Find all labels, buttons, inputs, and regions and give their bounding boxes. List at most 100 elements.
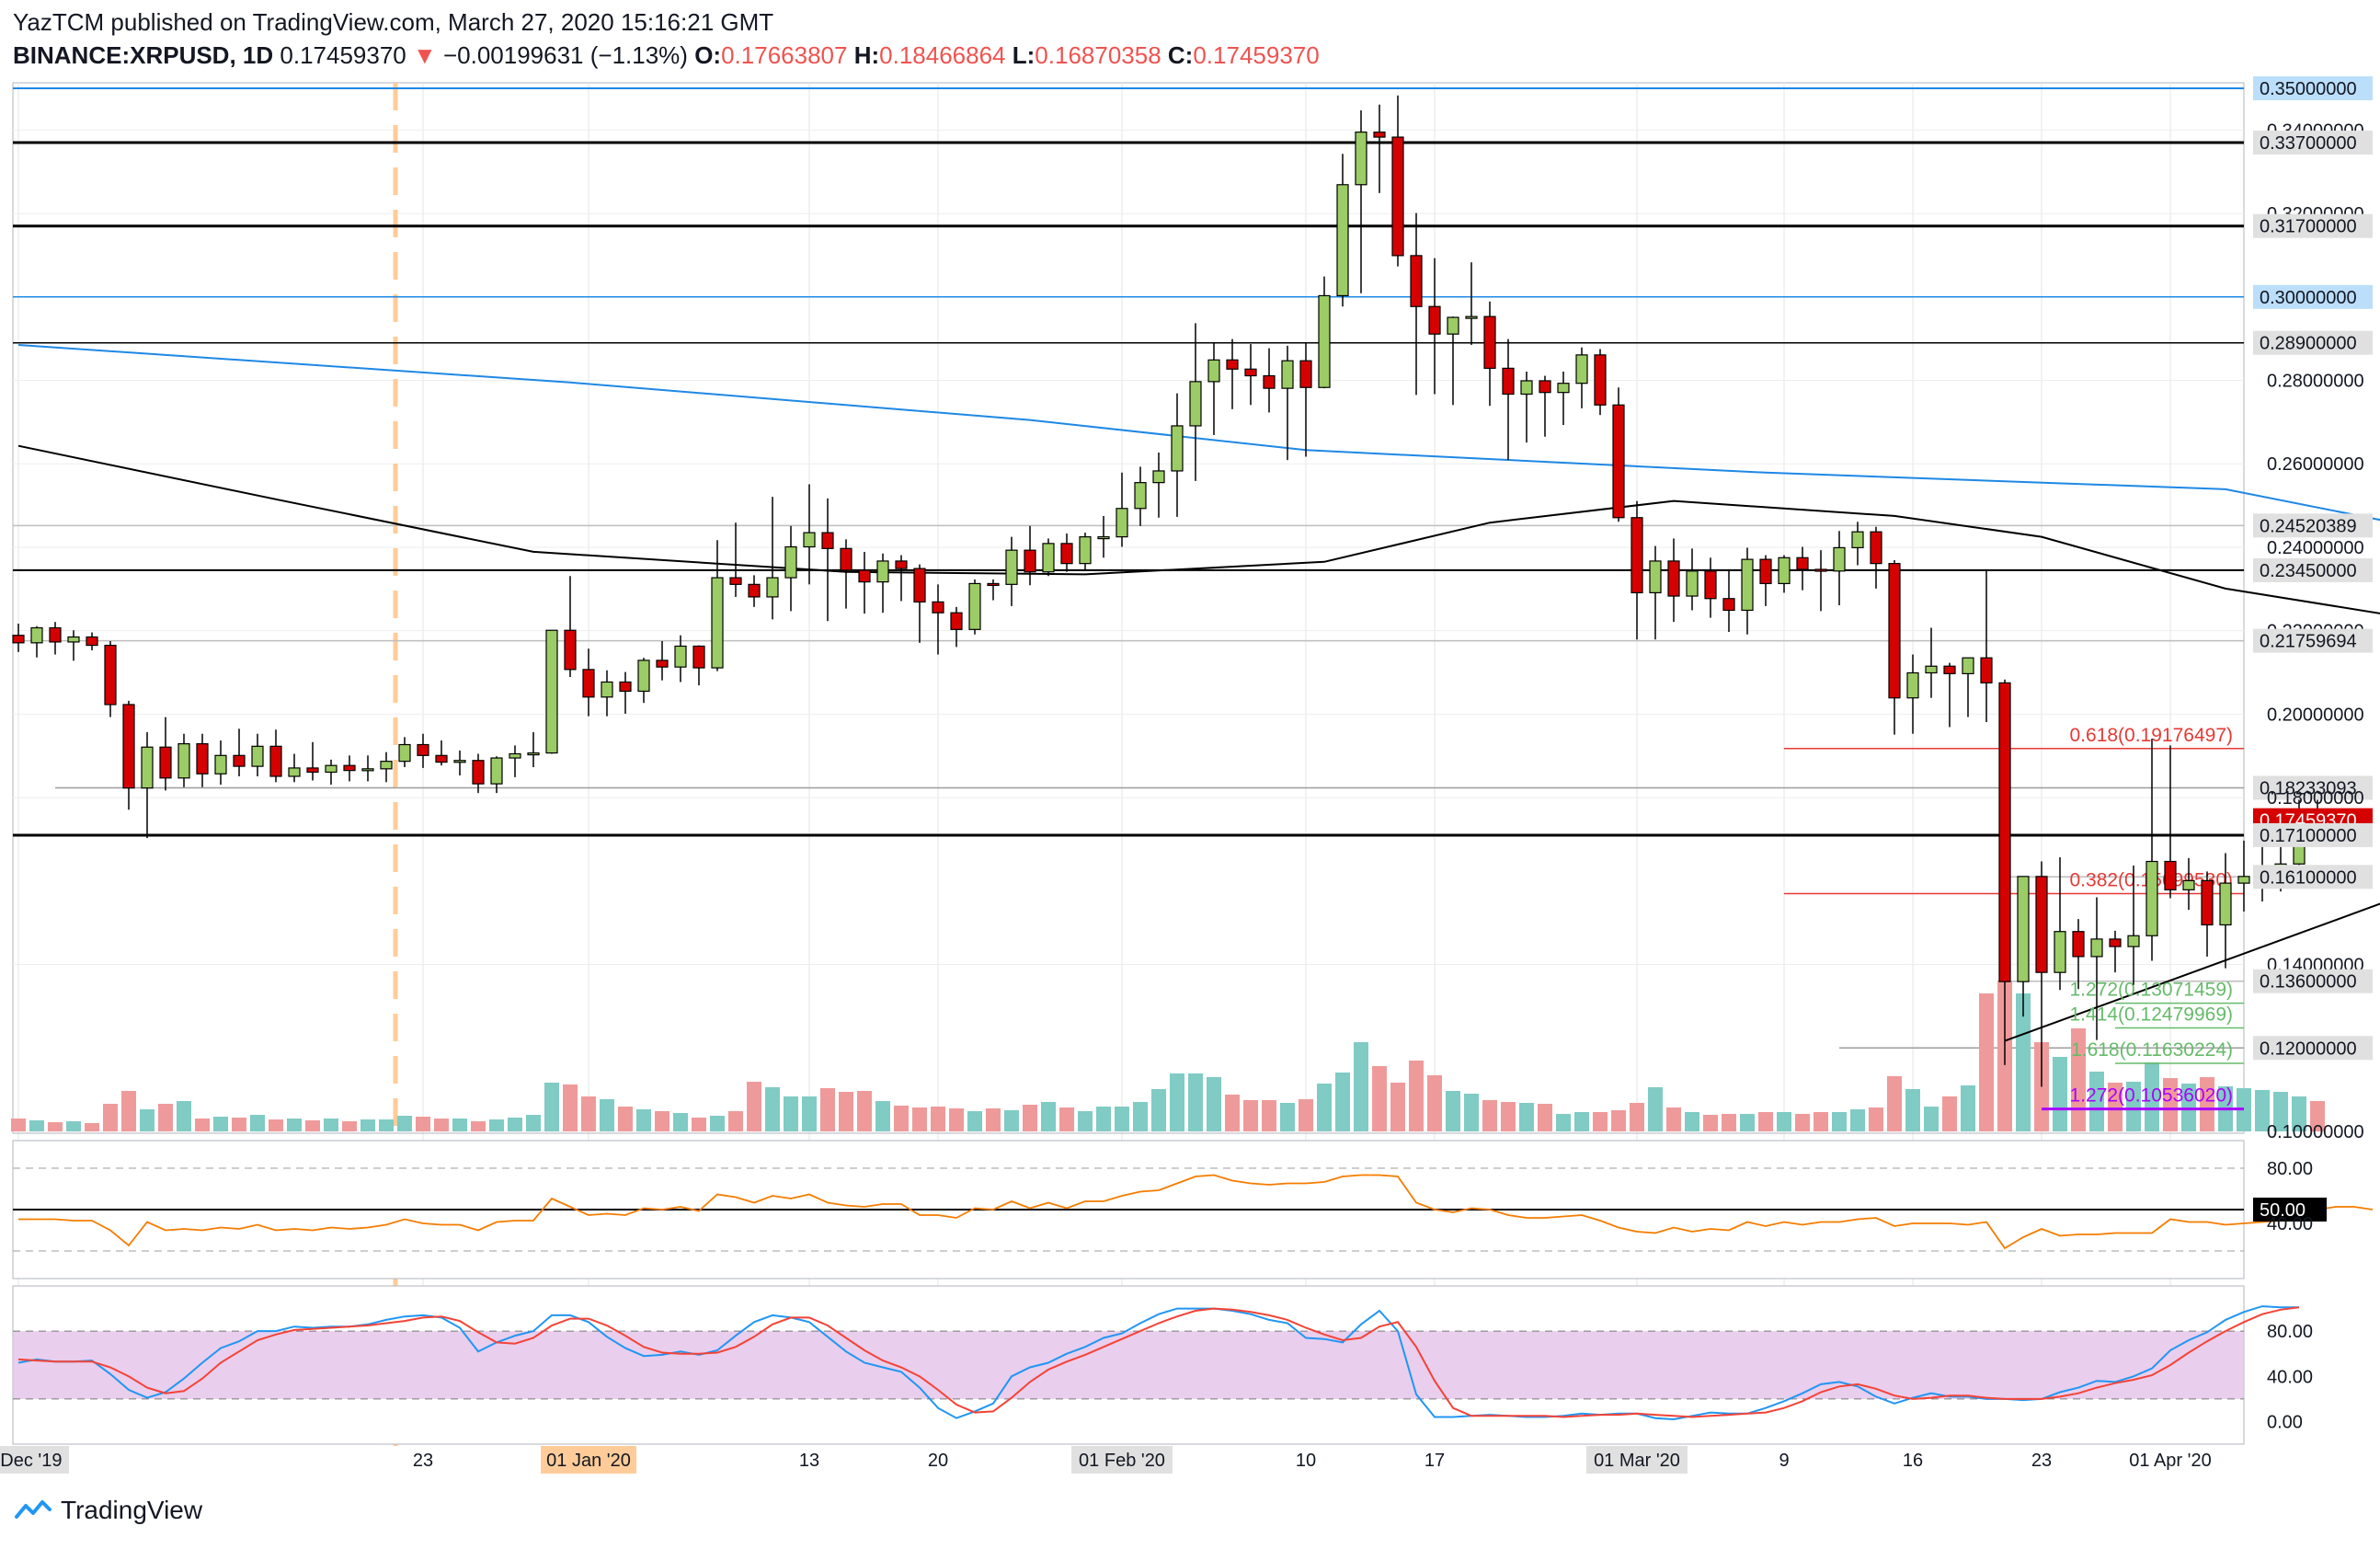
price-label: 0.33700000 (2260, 133, 2357, 154)
volume-bar (894, 1106, 909, 1131)
symbol[interactable]: BINANCE:XRPUSD, 1D (13, 41, 274, 69)
tradingview-logo-icon (15, 1500, 51, 1519)
volume-bar (1574, 1112, 1589, 1131)
volume-bar (2273, 1092, 2288, 1131)
time-axis-label: 17 (1425, 1451, 1445, 1471)
volume-bar (1170, 1073, 1184, 1131)
candle-body (2182, 879, 2195, 890)
last-price: 0.17459370 (280, 41, 406, 69)
volume-bar (931, 1107, 945, 1131)
candle-body (1079, 536, 1092, 565)
candle-body (1998, 682, 2011, 982)
volume-bar (452, 1119, 467, 1131)
candle-body (1281, 360, 1294, 389)
volume-bar (1905, 1089, 1920, 1131)
price-label-box (2253, 76, 2373, 100)
candle-body (1667, 560, 1680, 597)
volume-bar (121, 1091, 136, 1131)
volume-bar (342, 1121, 357, 1131)
candle-body (306, 767, 319, 774)
candle-body (380, 761, 393, 770)
candle-body (1263, 374, 1276, 389)
volume-bar (397, 1116, 412, 1131)
volume-bar (857, 1091, 872, 1131)
candle-body (509, 752, 521, 759)
candle-body (545, 629, 558, 754)
price-label: 0.16100000 (2260, 867, 2357, 888)
candle-body (1539, 380, 1551, 394)
candle-body (1833, 546, 1846, 572)
price-label: 0.17100000 (2260, 826, 2357, 846)
volume-bar (1115, 1107, 1129, 1131)
candle-body (1410, 255, 1423, 307)
candle-body (1207, 359, 1220, 383)
candle-body (1520, 380, 1533, 396)
volume-bar (2200, 1077, 2214, 1131)
volume-bar (1041, 1102, 1056, 1131)
time-axis-label: 01 Feb '20 (1079, 1451, 1165, 1471)
candle-body (2127, 935, 2140, 947)
volume-bar (103, 1104, 118, 1131)
candle-body (1299, 360, 1312, 388)
volume-bar (1648, 1087, 1663, 1131)
volume-bar (305, 1120, 320, 1131)
volume-bar (489, 1119, 504, 1131)
price-label-box (2253, 284, 2373, 309)
candle-body (104, 644, 117, 706)
price-label: 0.30000000 (2260, 288, 2357, 308)
volume-bar (269, 1119, 283, 1131)
volume-bar (710, 1116, 725, 1131)
volume-bar (2310, 1101, 2325, 1131)
candle-body (2035, 876, 2048, 973)
volume-bar (287, 1119, 302, 1131)
volume-bar (213, 1117, 228, 1131)
price-label-box (2253, 822, 2373, 847)
candle-body (1851, 531, 1864, 549)
candle-body (1557, 383, 1570, 394)
volume-bar (85, 1123, 99, 1131)
volume-bar (1758, 1112, 1773, 1131)
candle-body (821, 532, 834, 549)
volume-bar (618, 1107, 633, 1131)
volume-bar (765, 1087, 780, 1131)
fibonacci-label: 0.618(0.19176497) (2070, 725, 2234, 746)
volume-bar (177, 1101, 191, 1131)
volume-bar (66, 1121, 81, 1131)
volume-bar (1354, 1042, 1368, 1131)
candle-body (582, 669, 595, 698)
rsi-axis-label: 40.00 (2267, 1214, 2313, 1234)
volume-bar (1538, 1104, 1552, 1131)
volume-bar (195, 1119, 210, 1131)
price-label-box (2253, 775, 2373, 800)
candle-body (1759, 558, 1772, 585)
candle-body (1042, 543, 1055, 573)
stoch-k-line (17, 1305, 2299, 1421)
price-label-box (2253, 513, 2373, 538)
candle-body (49, 626, 62, 643)
volume-bar (2108, 1083, 2123, 1131)
volume-bar (1262, 1100, 1276, 1131)
time-axis-label: 9 (1779, 1451, 1789, 1471)
candle-body (2072, 931, 2085, 958)
time-label-box (541, 1446, 636, 1474)
candle-body (1502, 367, 1515, 396)
candle-body (840, 547, 852, 571)
candle-body (1594, 354, 1607, 406)
volume-bar (1372, 1066, 1387, 1131)
candle-body (12, 635, 25, 644)
candle-body (1024, 549, 1036, 573)
candle-body (1189, 381, 1202, 427)
candle-body (692, 645, 705, 669)
price-label-box (2253, 213, 2373, 238)
stoch-band (13, 1331, 2244, 1399)
volume-bar (1795, 1114, 1810, 1131)
fibonacci-label: 1.414(0.12479969) (2070, 1004, 2234, 1026)
volume-bar (1814, 1112, 1828, 1131)
price-label: 0.23450000 (2260, 561, 2357, 581)
candle-body (950, 612, 963, 630)
volume-bar (1519, 1103, 1534, 1131)
candle-body (435, 754, 448, 763)
candle-body (968, 582, 981, 630)
main-pane (12, 82, 2245, 1134)
